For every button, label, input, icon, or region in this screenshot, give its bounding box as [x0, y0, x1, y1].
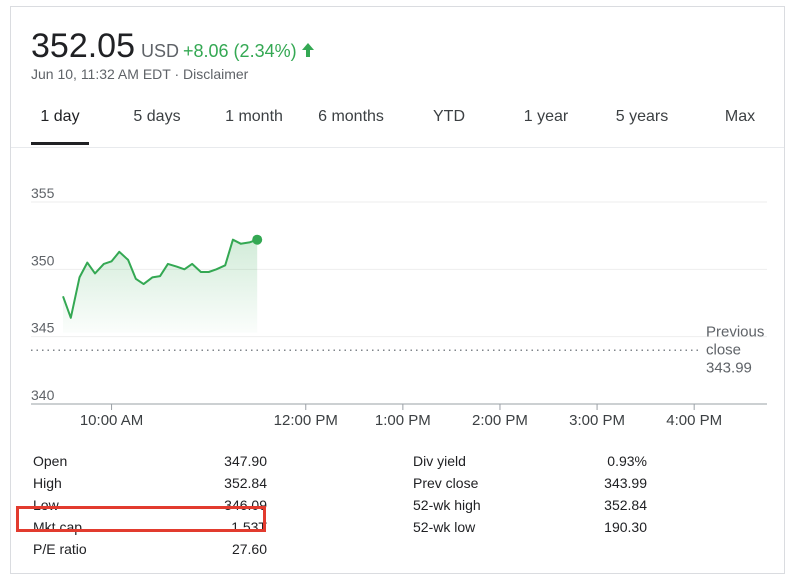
price-row: 352.05 USD +8.06 (2.34%): [31, 27, 315, 67]
quote-timestamp[interactable]: Jun 10, 11:32 AM EDT · Disclaimer: [31, 66, 249, 82]
stat-label: Open: [33, 453, 68, 469]
stat-label: Prev close: [413, 475, 479, 491]
stat-row: Low 346.09: [33, 494, 273, 516]
x-tick-label: 10:00 AM: [80, 412, 143, 429]
stat-value: 346.09: [224, 497, 267, 513]
prev-close-label: close: [706, 341, 741, 358]
stat-label: P/E ratio: [33, 541, 87, 557]
x-tick-label: 1:00 PM: [375, 412, 431, 429]
tab-5-days[interactable]: 5 days: [133, 108, 181, 125]
x-tick-label: 2:00 PM: [472, 412, 528, 429]
arrow-up-icon: [301, 43, 314, 57]
stat-value: 347.90: [224, 453, 267, 469]
last-price-dot: [252, 234, 263, 245]
stock-quote-card: 352.05 USD +8.06 (2.34%) Jun 10, 11:32 AM …: [10, 6, 785, 574]
current-price: 352.05: [31, 27, 135, 65]
stat-label: Div yield: [413, 453, 466, 469]
stat-row: 52-wk low 190.30: [413, 516, 653, 538]
stat-value: 0.93%: [607, 453, 647, 469]
stat-value: 343.99: [604, 475, 647, 491]
x-tick-label: 12:00 PM: [274, 412, 338, 429]
stat-label: High: [33, 475, 62, 491]
stat-label: 52-wk high: [413, 497, 481, 513]
tab-max[interactable]: Max: [724, 108, 756, 125]
x-tick-label: 4:00 PM: [666, 412, 722, 429]
range-tabs: 1 day 5 days 1 month 6 months YTD 1 year…: [11, 99, 784, 148]
stat-row: Prev close 343.99: [413, 472, 653, 494]
stat-row: Open 347.90: [33, 450, 273, 472]
price-line: [62, 238, 258, 319]
y-tick-label: 350: [31, 252, 55, 268]
stat-row: High 352.84: [33, 472, 273, 494]
y-tick-label: 345: [31, 320, 55, 336]
currency-label: USD: [141, 41, 180, 61]
stat-label: Low: [33, 497, 59, 513]
tab-5-years[interactable]: 5 years: [615, 108, 669, 125]
price-area-fill: [63, 239, 258, 333]
tab-ytd[interactable]: YTD: [433, 108, 465, 125]
tab-1-year[interactable]: 1 year: [523, 108, 569, 125]
stat-value: 352.84: [224, 475, 267, 491]
x-tick-label: 3:00 PM: [569, 412, 625, 429]
y-tick-label: 340: [31, 387, 55, 403]
price-change: +8.06 (2.34%): [183, 41, 297, 61]
price-chart[interactable]: 355 350 345 340 10:00 AM 12:00 PM 1:00 PM 2:00 …: [11, 157, 784, 437]
stat-value: 352.84: [604, 497, 647, 513]
stat-row: 52-wk high 352.84: [413, 494, 653, 516]
stat-row: P/E ratio 27.60: [33, 538, 273, 560]
tab-1-month[interactable]: 1 month: [225, 108, 283, 125]
tab-6-months[interactable]: 6 months: [318, 108, 384, 125]
stat-row: Div yield 0.93%: [413, 450, 653, 472]
tab-1-day[interactable]: 1 day: [31, 99, 89, 145]
prev-close-label: Previous: [706, 323, 764, 340]
stat-label: 52-wk low: [413, 519, 476, 535]
y-tick-label: 355: [31, 185, 55, 201]
stat-value: 27.60: [231, 541, 267, 557]
mkt-cap-highlight-box: [16, 506, 266, 532]
prev-close-label: 343.99: [706, 359, 752, 376]
stat-value: 190.30: [604, 519, 647, 535]
